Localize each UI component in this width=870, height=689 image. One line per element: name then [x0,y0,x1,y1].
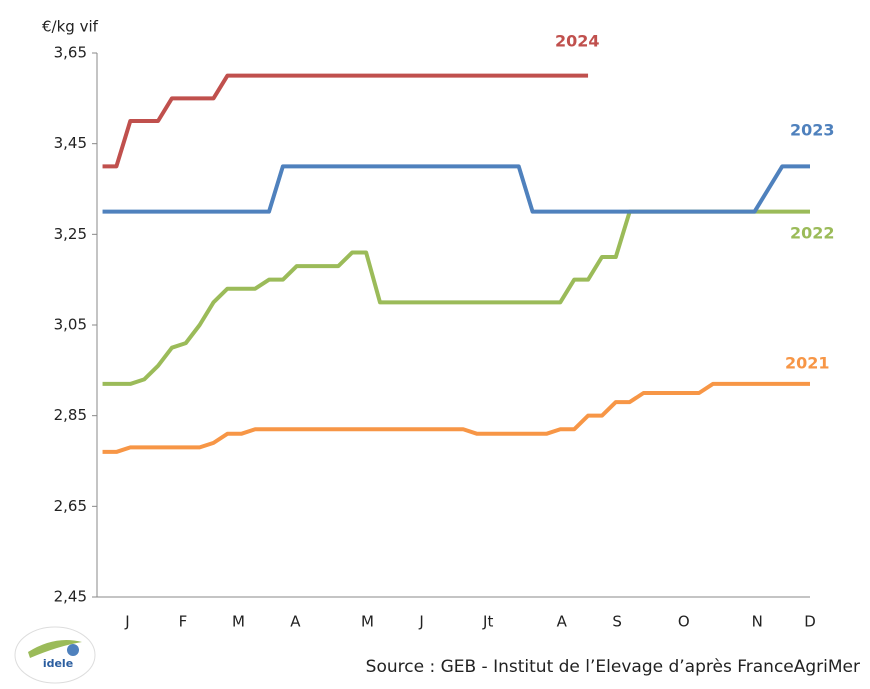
series-line [102,73,589,169]
x-tick-label: Jt [482,613,493,631]
y-tick-label: 3,65 [54,44,87,62]
y-tick-label: 2,65 [54,497,87,515]
series-line [102,209,810,386]
x-tick-label: M [361,613,374,631]
x-tick-label: J [124,613,129,631]
y-tick-label: 3,05 [54,316,87,334]
x-tick-label: N [752,613,763,631]
series-label: 2022 [790,224,835,243]
y-tick-label: 2,45 [54,588,87,606]
x-tick-label: J [418,613,423,631]
x-tick-label: A [557,613,568,631]
x-tick-label: A [290,613,301,631]
y-tick-label: 3,45 [54,134,87,152]
y-tick-label: 3,25 [54,225,87,243]
series-label: 2024 [555,32,600,51]
source: Source : GEB - Institut de l’Elevage d’a… [366,657,860,677]
series-label: 2021 [785,354,830,373]
series-label: 2023 [790,121,835,140]
x-tick-label: D [804,613,816,631]
x-tick-label: S [612,613,622,631]
logo-text: idele [43,657,73,670]
x-tick-label: O [678,613,690,631]
series-line [102,381,810,454]
logo: idele [14,626,96,684]
y-tick-label: 2,85 [54,406,87,424]
x-tick-label: M [232,613,245,631]
y-axis-label: €/kg vif [42,18,99,36]
x-tick-label: F [179,613,188,631]
series-line [102,164,810,214]
